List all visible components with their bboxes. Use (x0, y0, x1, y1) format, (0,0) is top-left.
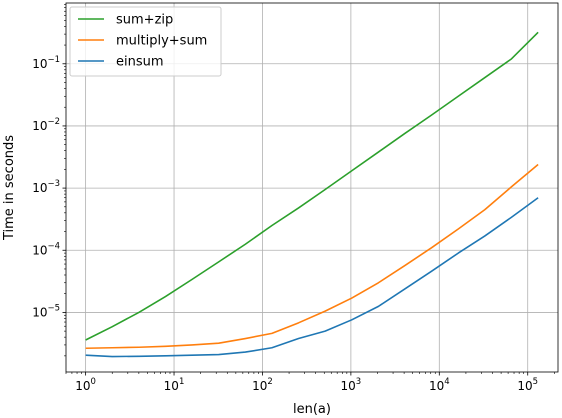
y-axis-ticks: 10−5 10−4 10−3 10−2 10−1 (32, 55, 66, 319)
y-tick-label: 10−2 (32, 117, 60, 133)
x-tick-label: 105 (517, 377, 538, 393)
legend-label-multiply-sum: multiply+sum (116, 34, 207, 49)
x-tick-label: 104 (429, 377, 450, 393)
y-axis-label: Time in seconds (2, 135, 17, 241)
x-tick-label: 100 (75, 377, 96, 393)
series-line-einsum (85, 197, 539, 358)
legend-box (69, 6, 222, 77)
x-tick-label: 101 (164, 377, 185, 393)
x-axis-ticks: 100 101 102 103 104 105 (75, 372, 538, 393)
x-axis-label: len(a) (293, 402, 331, 417)
series-line-sum-zip (85, 31, 539, 341)
legend-label-sum-zip: sum+zip (116, 13, 173, 28)
y-tick-label: 10−4 (32, 241, 60, 257)
y-tick-label: 10−5 (32, 303, 60, 319)
x-tick-label: 102 (252, 377, 273, 393)
series-line-multiply-sum (85, 163, 539, 350)
x-tick-label: 103 (341, 377, 362, 393)
plot-frame (65, 2, 559, 373)
legend: sum+zip multiply+sum einsum (69, 6, 222, 77)
data-series (85, 31, 539, 358)
y-tick-label: 10−3 (32, 179, 60, 195)
y-tick-label: 10−1 (32, 55, 60, 71)
legend-label-einsum: einsum (116, 55, 164, 70)
